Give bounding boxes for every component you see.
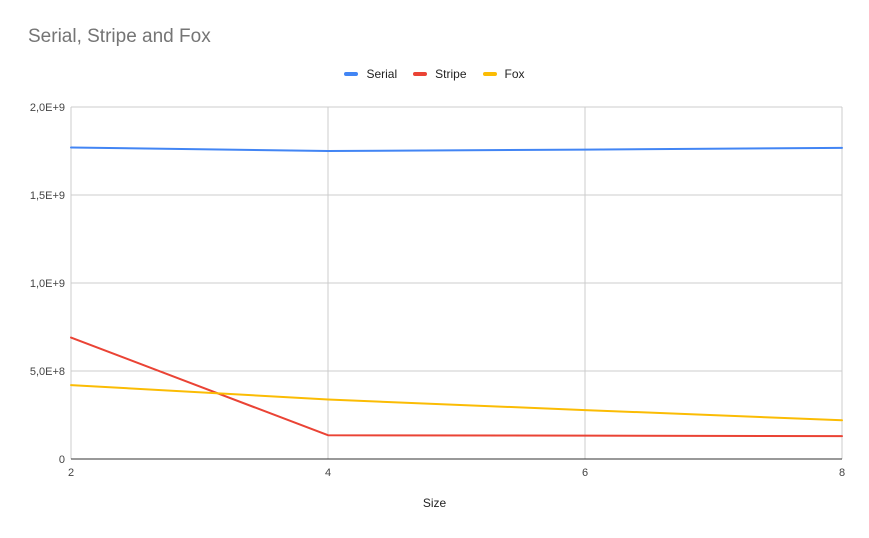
legend-swatch-fox [482,72,497,76]
x-tick-label: 8 [839,467,845,479]
x-tick-label: 6 [582,467,588,479]
legend-item-serial[interactable]: Serial [344,67,397,81]
legend-label-serial: Serial [366,67,398,81]
x-tick-label: 2 [68,467,74,479]
y-tick-label: 0 [59,454,65,466]
y-tick-label: 2,0E+9 [30,102,65,114]
chart-title: Serial, Stripe and Fox [28,26,211,47]
series-line-serial [70,146,843,152]
series-line-stripe [70,336,843,438]
series-line-fox [70,384,843,422]
legend-swatch-serial [344,72,359,76]
y-tick-label: 1,5E+9 [30,190,65,202]
x-tick-label: 4 [325,467,331,479]
y-tick-label: 5,0E+8 [30,366,65,378]
legend-item-stripe[interactable]: Stripe [413,67,467,81]
legend-item-fox[interactable]: Fox [482,67,525,81]
legend-label-fox: Fox [504,67,525,81]
legend-swatch-stripe [413,72,428,76]
y-tick-label: 1,0E+9 [30,278,65,290]
x-axis-title: Size [422,496,447,510]
legend-label-stripe: Stripe [435,67,467,81]
legend: Serial Stripe Fox [0,67,869,81]
